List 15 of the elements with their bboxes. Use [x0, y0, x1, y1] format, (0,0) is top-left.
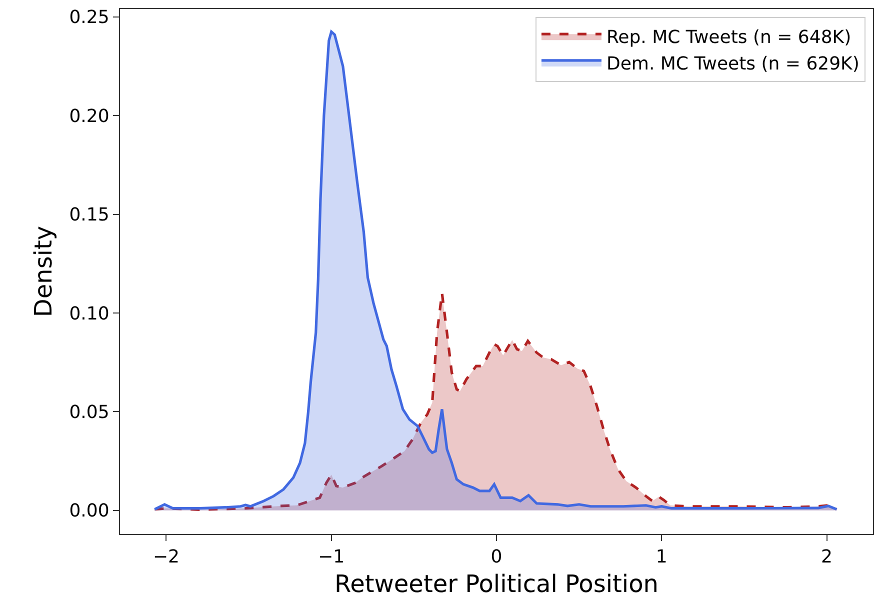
y-tick-label: 0.05: [69, 402, 110, 423]
x-tick-label: 2: [821, 546, 832, 568]
x-tick-label: 1: [656, 546, 668, 568]
y-tick-label: 0.20: [69, 106, 110, 127]
y-tick-label: 0.10: [69, 303, 110, 324]
x-axis-title: Retweeter Political Position: [334, 570, 658, 598]
y-tick-label: 0.00: [69, 500, 110, 522]
legend-label: Dem. MC Tweets (n = 629K): [606, 53, 860, 74]
x-tick-label: −1: [318, 546, 345, 568]
y-tick-label: 0.25: [69, 7, 110, 28]
y-tick-label: 0.15: [69, 204, 110, 226]
y-axis-title: Density: [29, 226, 58, 318]
x-tick-label: 0: [490, 546, 502, 568]
legend-label: Rep. MC Tweets (n = 648K): [606, 27, 852, 48]
x-tick-label: −2: [152, 546, 180, 568]
